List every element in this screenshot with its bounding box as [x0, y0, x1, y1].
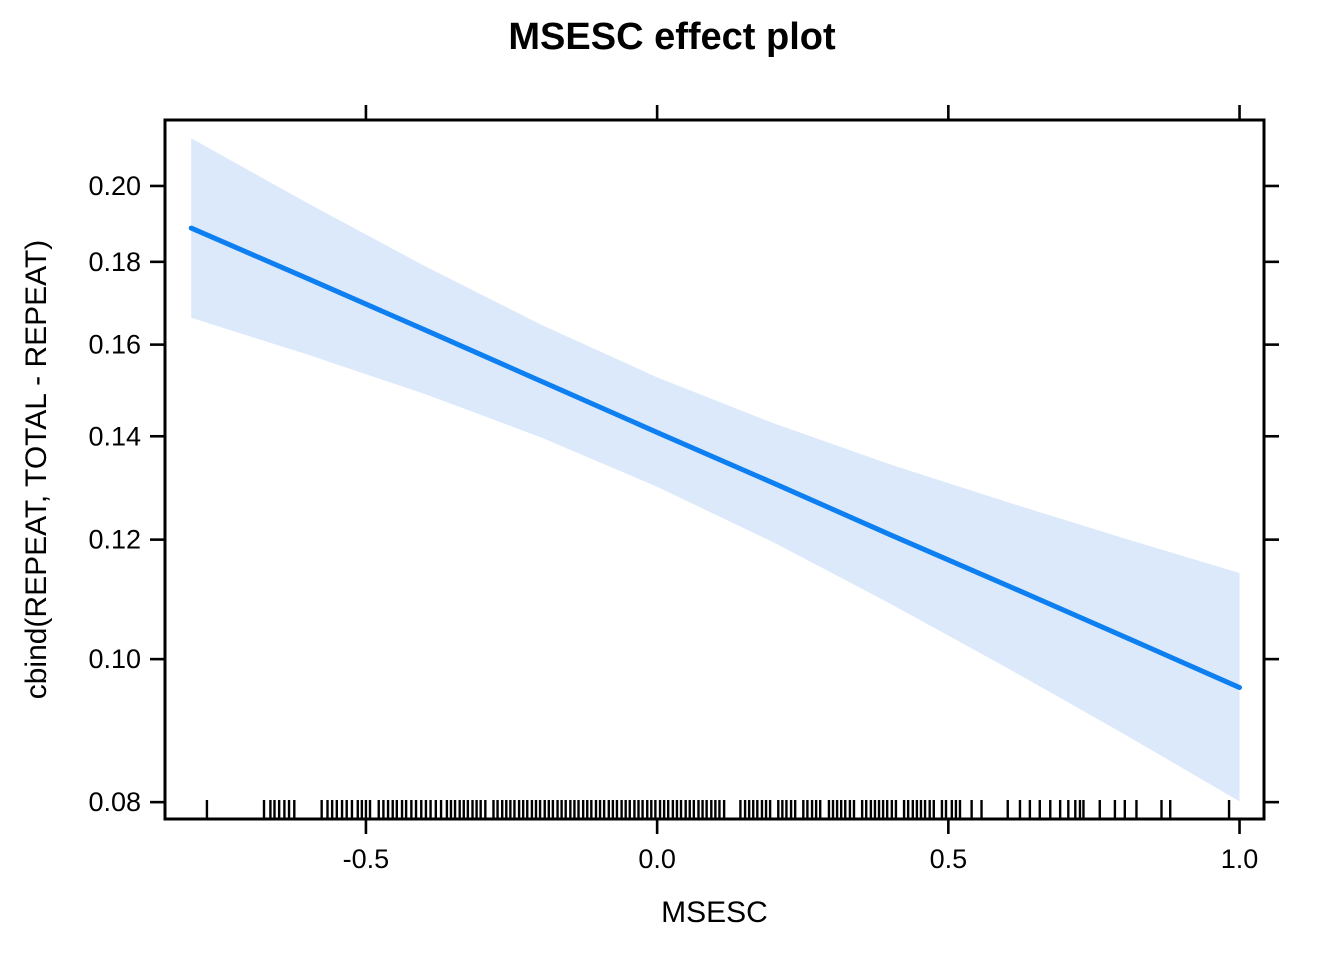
y-tick-label: 0.14 [88, 421, 141, 451]
rug-marks [205, 800, 1231, 818]
y-tick-label: 0.16 [88, 330, 141, 360]
plot-border [163, 118, 1266, 821]
x-tick-label: 0.5 [930, 844, 968, 874]
x-axis-ticks-bottom [364, 819, 1241, 834]
y-axis-ticks-left [150, 184, 165, 804]
y-axis-ticks-right [1264, 184, 1279, 804]
y-tick-label: 0.18 [88, 247, 141, 277]
y-tick-label: 0.20 [88, 171, 141, 201]
x-axis-label: MSESC [661, 896, 768, 929]
y-tick-label: 0.12 [88, 525, 141, 555]
y-tick-label: 0.08 [88, 787, 141, 817]
x-tick-label: -0.5 [343, 844, 390, 874]
x-tick-label: 1.0 [1221, 844, 1259, 874]
x-tick-label: 0.0 [638, 844, 676, 874]
fit-line [188, 225, 1243, 691]
x-axis-ticks-top [364, 105, 1241, 120]
y-axis-label: cbind(REPEAT, TOTAL - REPEAT) [20, 240, 53, 700]
chart-title: MSESC effect plot [508, 16, 836, 58]
confidence-band [191, 138, 1240, 802]
y-tick-label: 0.10 [88, 644, 141, 674]
